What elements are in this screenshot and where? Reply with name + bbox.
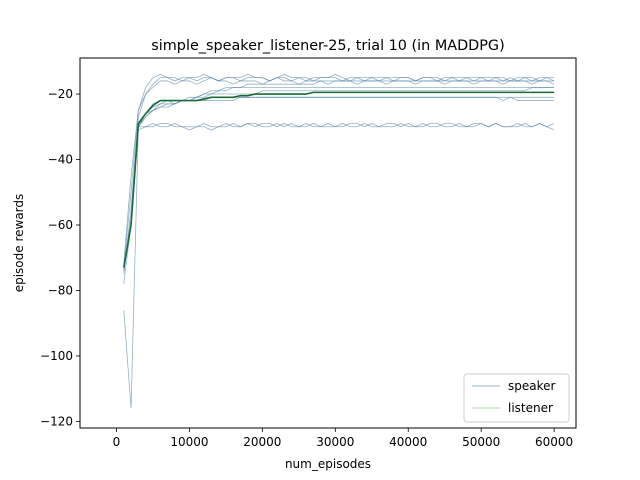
y-axis-label: episode rewards: [12, 194, 26, 293]
y-axis: −120 −100 −80 −60 −40 −20: [40, 87, 80, 428]
speaker-series-line-7: [123, 87, 555, 271]
legend-label-listener: listener: [508, 401, 553, 415]
legend-label-speaker: speaker: [508, 379, 556, 393]
y-tick-label: −40: [48, 153, 73, 167]
x-tick-label: 40000: [389, 435, 427, 449]
speaker-series-line-4: [123, 73, 555, 268]
x-tick-label: 30000: [316, 435, 354, 449]
x-axis-label: num_episodes: [285, 457, 371, 471]
y-tick-label: −120: [40, 414, 73, 428]
y-tick-label: −60: [48, 218, 73, 232]
plot-frame: [79, 57, 577, 429]
chart-title: simple_speaker_listener-25, trial 10 (in…: [151, 38, 504, 54]
mean-series-line: [122, 91, 555, 268]
x-tick-label: 60000: [535, 435, 573, 449]
speaker-series-line-9: [123, 87, 555, 268]
x-tick-label: 50000: [462, 435, 500, 449]
y-tick-label: −100: [40, 349, 73, 363]
x-tick-label: 10000: [170, 435, 208, 449]
speaker-series-line-2: [123, 123, 555, 284]
x-axis: 0 10000 20000 30000 40000 50000 60000: [113, 428, 573, 449]
speaker-series-line-3: [123, 77, 555, 275]
plot-lines: [122, 73, 555, 409]
x-tick-label: 20000: [243, 435, 281, 449]
y-tick-label: −80: [48, 283, 73, 297]
x-tick-label: 0: [113, 435, 121, 449]
y-tick-label: −20: [48, 87, 73, 101]
legend: speaker listener: [463, 373, 570, 423]
